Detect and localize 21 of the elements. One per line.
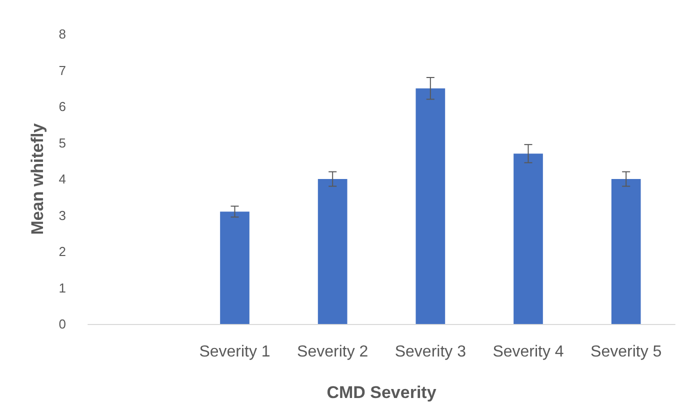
bar — [318, 179, 348, 324]
y-tick-label: 7 — [58, 62, 66, 78]
x-tick-label: Severity 3 — [394, 344, 466, 360]
y-tick-label: 3 — [58, 208, 66, 223]
x-tick-label: Severity 5 — [590, 344, 662, 360]
x-tick-label: Severity 2 — [297, 344, 368, 360]
bar — [416, 88, 446, 324]
bar — [220, 212, 250, 324]
y-tick-label: 5 — [58, 135, 66, 150]
y-tick-label: 4 — [58, 172, 66, 186]
x-tick-label: Severity 4 — [492, 344, 564, 360]
y-tick-label: 8 — [58, 26, 66, 42]
y-tick-label: 6 — [58, 99, 66, 114]
x-tick-label: Severity 1 — [199, 344, 270, 360]
y-tick-label: 0 — [58, 316, 66, 332]
y-tick-label: 1 — [58, 280, 66, 296]
bar — [611, 179, 641, 324]
y-tick-label: 2 — [58, 244, 66, 259]
bar — [514, 154, 543, 324]
x-axis-title: CMD Severity — [326, 383, 437, 402]
y-axis-title: Mean whitefly — [28, 122, 47, 235]
